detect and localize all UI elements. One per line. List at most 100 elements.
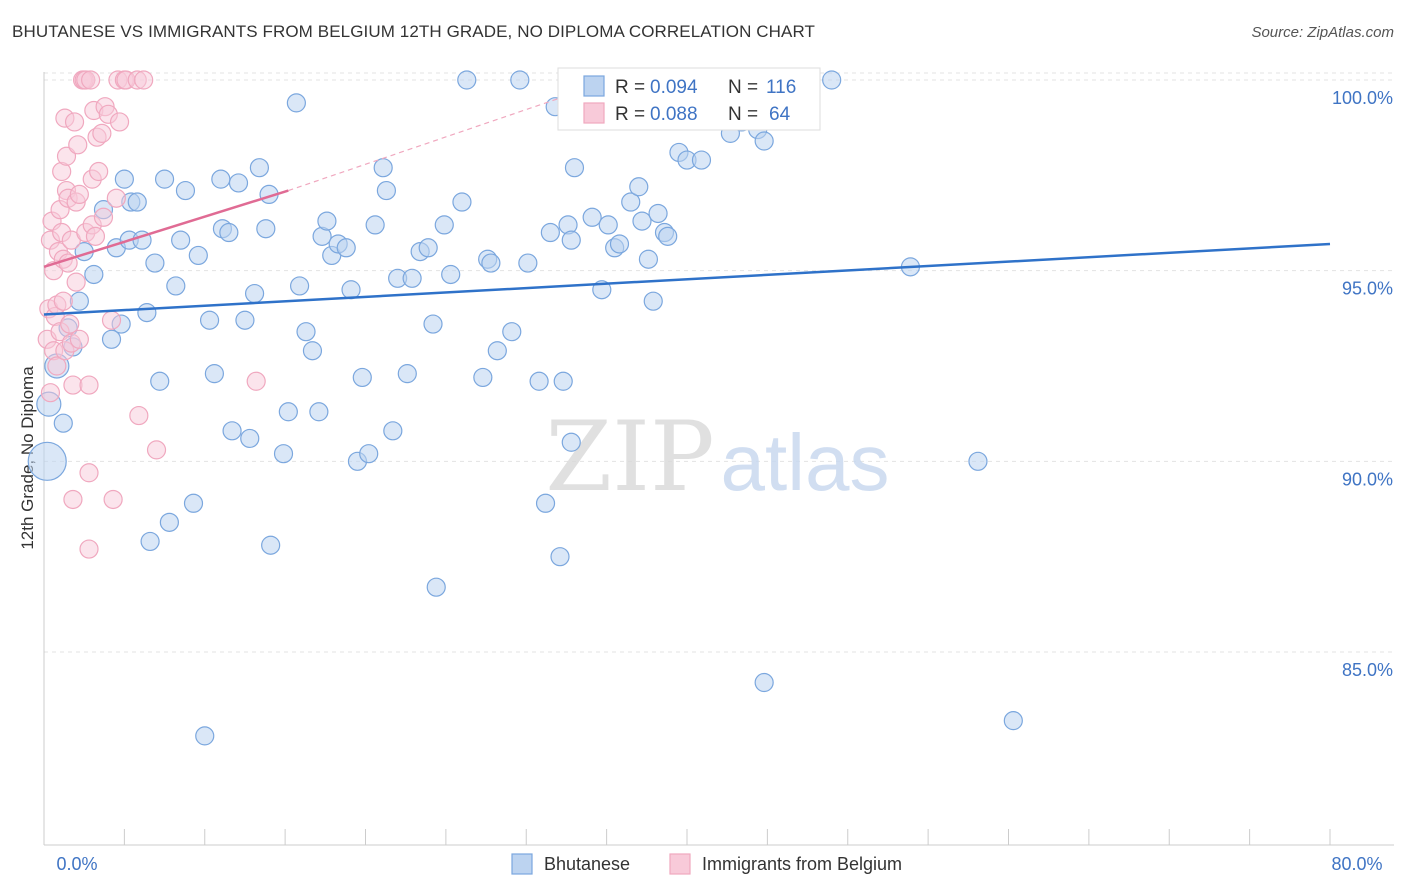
point-bhutanese-90 <box>564 158 585 178</box>
point-belgium-30 <box>66 272 86 292</box>
point-bhutanese-50 <box>309 402 329 422</box>
point-bhutanese-63 <box>383 421 403 441</box>
stats-n-value-2: 64 <box>769 104 791 125</box>
x-tick-label-max: 80.0% <box>1331 854 1382 874</box>
y-axis-label: 12th Grade, No Diploma <box>18 366 37 550</box>
point-bhutanese-103 <box>658 226 678 246</box>
point-bhutanese-30 <box>199 310 220 330</box>
point-bhutanese-61 <box>373 158 393 178</box>
stats-swatch-belgium <box>583 102 605 124</box>
point-belgium-16 <box>53 291 73 311</box>
point-bhutanese-106 <box>691 150 712 170</box>
point-bhutanese-60 <box>365 215 385 235</box>
chart-title: BHUTANESE VS IMMIGRANTS FROM BELGIUM 12T… <box>12 22 816 41</box>
point-bhutanese-19 <box>140 531 160 552</box>
point-bhutanese-32 <box>211 169 231 189</box>
point-bhutanese-26 <box>175 180 196 201</box>
series-belgium <box>37 70 266 559</box>
point-bhutanese-52 <box>317 211 337 231</box>
point-bhutanese-116 <box>968 451 988 471</box>
point-bhutanese-101 <box>648 203 668 224</box>
legend-swatch-belgium <box>669 853 691 875</box>
point-bhutanese-45 <box>278 402 298 422</box>
point-belgium-48 <box>92 123 112 143</box>
stats-n-value-1: 116 <box>766 77 796 98</box>
legend-label-belgium: Immigrants from Belgium <box>702 854 902 874</box>
point-bhutanese-80 <box>510 70 530 90</box>
point-bhutanese-28 <box>188 245 208 266</box>
point-bhutanese-84 <box>540 222 560 243</box>
legend-label-bhutanese: Bhutanese <box>544 854 630 874</box>
point-bhutanese-35 <box>222 421 242 441</box>
point-bhutanese-47 <box>289 276 310 296</box>
point-bhutanese-95 <box>609 234 630 254</box>
point-belgium-41 <box>81 70 101 90</box>
point-bhutanese-36 <box>228 173 249 193</box>
point-bhutanese-8 <box>84 264 104 285</box>
watermark-atlas: atlas <box>721 418 890 507</box>
point-belgium-60 <box>129 405 149 426</box>
point-bhutanese-38 <box>240 428 260 449</box>
point-belgium-39 <box>79 463 99 483</box>
point-belgium-63 <box>246 371 266 391</box>
series-bhutanese <box>27 70 1023 746</box>
point-bhutanese-16 <box>127 192 147 212</box>
stats-r-label-1: R = <box>615 77 645 98</box>
point-bhutanese-117 <box>1003 711 1023 731</box>
watermark-zip: ZIP <box>545 401 714 513</box>
stats-r-value-1: 0.094 <box>650 77 698 98</box>
stats-swatch-bhutanese <box>583 75 605 97</box>
point-belgium-26 <box>63 375 83 395</box>
point-belgium-33 <box>69 329 89 349</box>
point-bhutanese-62 <box>376 180 396 201</box>
point-bhutanese-25 <box>171 230 191 250</box>
point-bhutanese-23 <box>159 512 179 532</box>
bottom-legend: Bhutanese Immigrants from Belgium <box>511 853 902 875</box>
point-bhutanese-77 <box>481 253 501 273</box>
point-bhutanese-0 <box>27 441 67 481</box>
stats-n-label-1: N = <box>728 77 758 98</box>
point-belgium-9 <box>47 356 67 376</box>
point-bhutanese-66 <box>402 268 422 288</box>
point-belgium-27 <box>63 489 83 510</box>
point-bhutanese-20 <box>145 253 165 273</box>
point-belgium-19 <box>56 146 77 166</box>
point-bhutanese-83 <box>535 493 556 513</box>
y-tick-label-2: 90.0% <box>1342 469 1393 489</box>
point-bhutanese-96 <box>621 192 641 212</box>
point-bhutanese-81 <box>518 253 538 273</box>
point-bhutanese-22 <box>154 169 175 189</box>
point-bhutanese-71 <box>434 215 454 235</box>
point-bhutanese-29 <box>195 726 215 746</box>
point-bhutanese-48 <box>296 322 316 342</box>
trend-line-belgium <box>43 189 289 269</box>
point-bhutanese-98 <box>632 211 652 231</box>
point-belgium-49 <box>93 207 114 227</box>
stats-legend-box: R = 0.094 N = 116 R = 0.088 N = 64 <box>557 67 821 131</box>
legend-swatch-bhutanese <box>511 853 533 875</box>
point-bhutanese-74 <box>457 70 477 90</box>
trend-line-belgium-extension <box>288 87 591 192</box>
point-bhutanese-73 <box>452 192 472 212</box>
trend-lines <box>43 87 1331 316</box>
point-bhutanese-10 <box>101 329 122 349</box>
stats-r-label-2: R = <box>615 104 645 125</box>
point-belgium-28 <box>64 112 85 132</box>
point-bhutanese-43 <box>261 535 281 555</box>
point-belgium-38 <box>79 375 99 395</box>
point-bhutanese-55 <box>336 238 356 258</box>
point-bhutanese-88 <box>561 230 581 250</box>
point-belgium-62 <box>146 440 167 460</box>
point-bhutanese-34 <box>219 222 239 243</box>
point-bhutanese-68 <box>418 238 438 258</box>
point-bhutanese-13 <box>114 169 134 189</box>
data-points <box>27 70 1023 746</box>
point-belgium-56 <box>109 112 130 132</box>
point-belgium-53 <box>103 489 123 510</box>
point-bhutanese-31 <box>204 364 224 384</box>
point-bhutanese-18 <box>137 303 157 323</box>
point-bhutanese-79 <box>502 322 522 342</box>
chart-source: Source: ZipAtlas.com <box>1251 24 1394 41</box>
y-tick-label-0: 100.0% <box>1332 88 1393 108</box>
